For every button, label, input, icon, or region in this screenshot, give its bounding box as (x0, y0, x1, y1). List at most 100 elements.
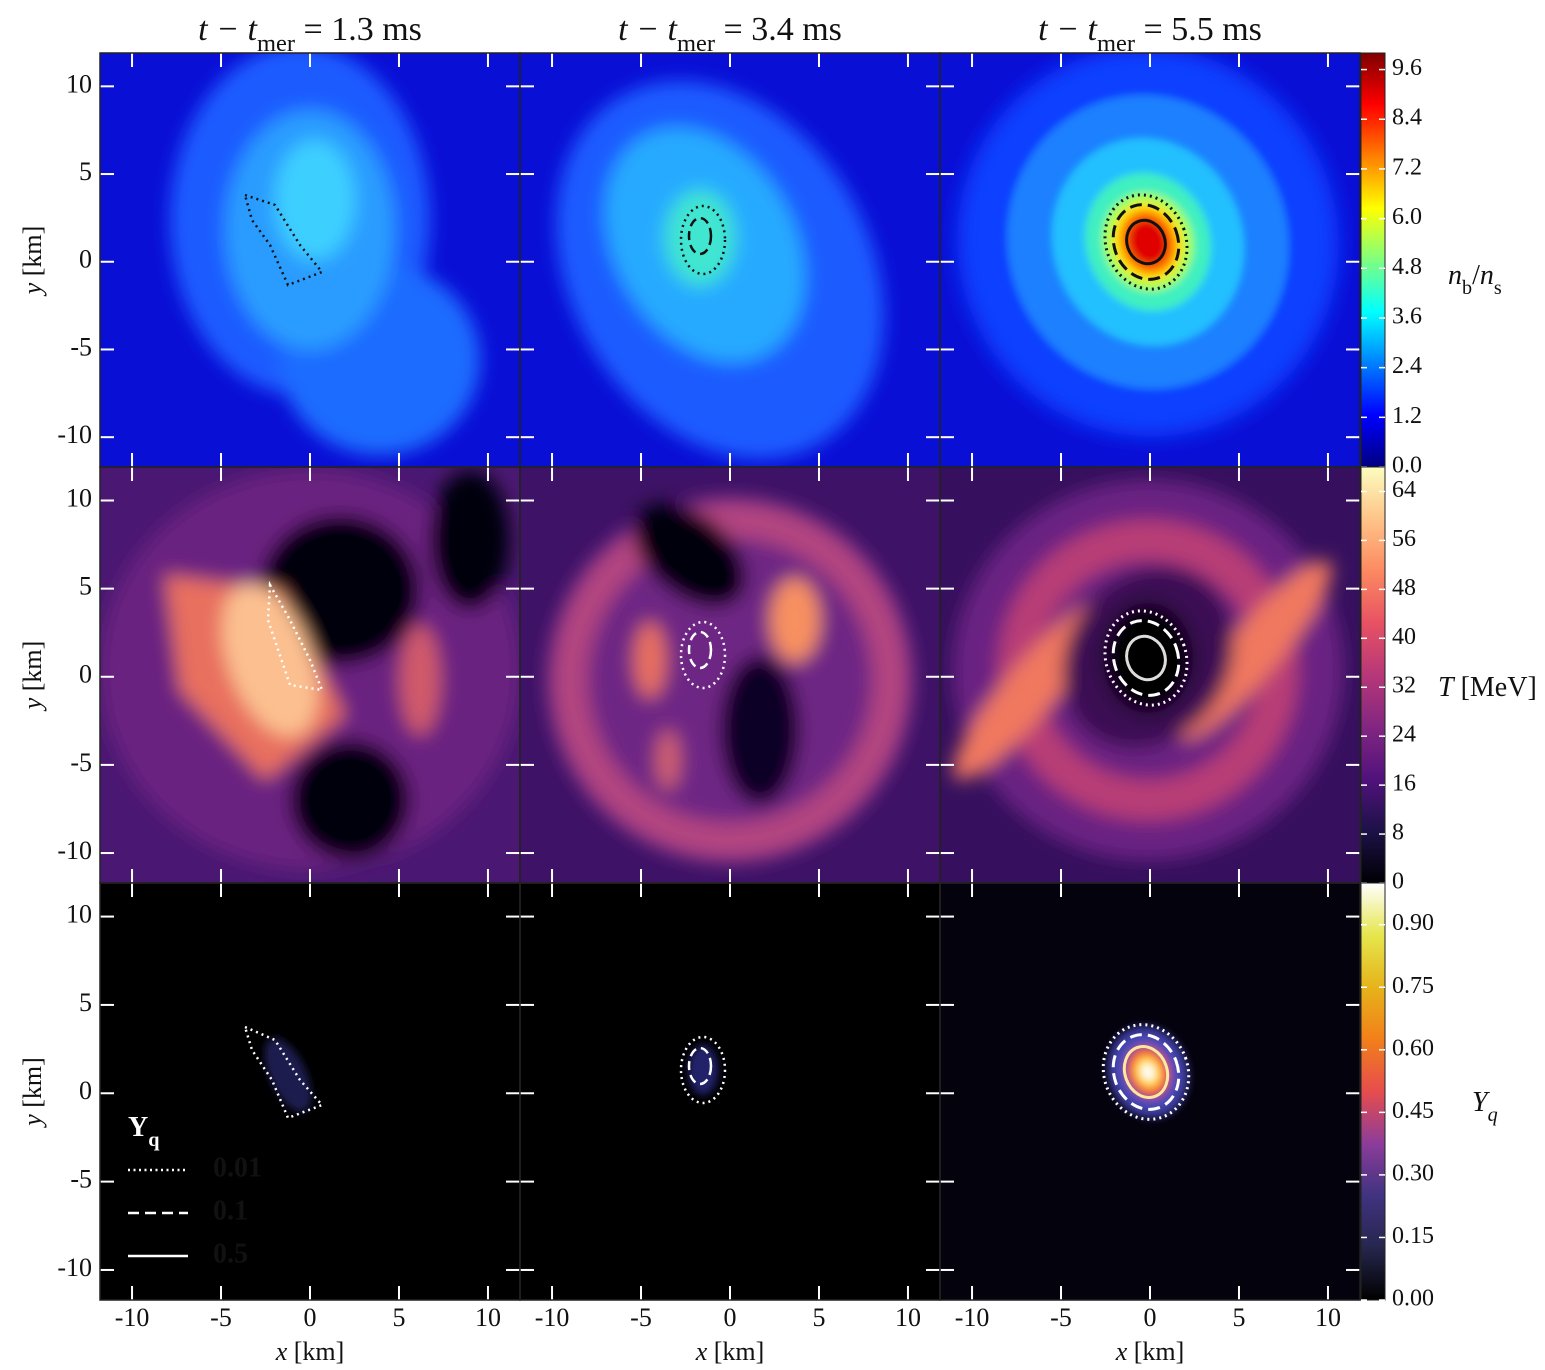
y-tick-label: 5 (79, 157, 92, 186)
x-tick-label: 5 (812, 1303, 825, 1332)
y-tick-label: 0 (79, 660, 92, 689)
colorbar-tick-label: 32 (1392, 673, 1416, 699)
y-axis-label-part: y (18, 282, 47, 297)
x-tick-label: 5 (1232, 1303, 1245, 1332)
colorbar-label-part: Y (1472, 1087, 1491, 1118)
legend-label: 0.1 (213, 1195, 248, 1226)
colorbar-tick-label: 48 (1392, 575, 1416, 601)
x-tick-label: -5 (630, 1303, 652, 1332)
x-axis-label: x [km] (275, 1337, 345, 1366)
column-title-part: = 1.3 ms (295, 11, 422, 48)
y-tick-label: 10 (66, 483, 92, 512)
colorbar-label-part: s (1494, 277, 1502, 299)
colorbar-tick-label: 0.60 (1392, 1035, 1434, 1061)
x-axis-label-part: [km] (707, 1337, 764, 1366)
colorbar-tick-label: 0.00 (1392, 1286, 1434, 1312)
x-tick-label: -10 (115, 1303, 150, 1332)
colorbar-label: Yq (1472, 1087, 1498, 1125)
colorbar-tick-label: 9.6 (1392, 55, 1422, 81)
x-tick-label: 10 (895, 1303, 921, 1332)
colorbar-tick-label: 0.90 (1392, 910, 1434, 936)
y-tick-label: 10 (66, 900, 92, 929)
column-title-part: t − t (198, 11, 258, 48)
y-axis-label-part: [km] (18, 1057, 47, 1114)
x-axis-label: x [km] (1115, 1337, 1185, 1366)
temperature-map (940, 467, 1360, 883)
yq-map (520, 883, 940, 1300)
y-axis-label: y [km] (18, 641, 47, 713)
x-axis-label-part: x (275, 1337, 288, 1366)
y-tick-label: -10 (57, 420, 92, 449)
y-tick-label: 10 (66, 69, 92, 98)
colorbar-tick-label: 0 (1392, 869, 1404, 895)
y-tick-label: 0 (79, 1076, 92, 1105)
legend-title-part: q (148, 1129, 160, 1151)
colorbar-tick-label: 24 (1392, 722, 1416, 748)
colorbar-tick-label: 8 (1392, 820, 1404, 846)
temperature-map (100, 467, 520, 883)
y-tick-label: 5 (79, 572, 92, 601)
column-title: t − tmer = 5.5 ms (1038, 11, 1262, 57)
column-title-part: = 3.4 ms (715, 11, 842, 48)
colorbar (1360, 52, 1386, 468)
x-axis-label: x [km] (695, 1337, 765, 1366)
x-tick-label: -5 (1050, 1303, 1072, 1332)
colorbar-tick-label: 2.4 (1392, 353, 1422, 379)
colorbar-tick-label: 4.8 (1392, 254, 1422, 280)
yq-map (940, 883, 1360, 1300)
colorbar-tick-label: 64 (1392, 477, 1416, 503)
column-title-part: mer (1097, 30, 1135, 57)
x-tick-label: 10 (475, 1303, 501, 1332)
colorbar-tick-label: 0.75 (1392, 973, 1434, 999)
colorbar-label: nb/ns (1448, 260, 1502, 298)
column-title: t − tmer = 1.3 ms (198, 11, 422, 57)
x-tick-label: 0 (1144, 1303, 1157, 1332)
legend-title: Yq (128, 1112, 160, 1150)
column-title-part: = 5.5 ms (1135, 11, 1262, 48)
y-tick-label: 5 (79, 988, 92, 1017)
colorbar-label-part: [MeV] (1454, 672, 1537, 703)
density-map (100, 53, 520, 467)
y-tick-label: -10 (57, 836, 92, 865)
x-axis-label-part: [km] (287, 1337, 344, 1366)
density-map (940, 53, 1360, 467)
y-axis-label-part: [km] (18, 641, 47, 698)
x-tick-label: -10 (955, 1303, 990, 1332)
colorbar-tick-label: 40 (1392, 624, 1416, 650)
y-tick-label: 0 (79, 245, 92, 274)
y-axis-label: y [km] (18, 226, 47, 298)
x-axis-label-part: x (695, 1337, 708, 1366)
colorbar-tick-label: 1.2 (1392, 403, 1422, 429)
y-tick-label: -10 (57, 1253, 92, 1282)
colorbar-label-part: n (1480, 260, 1494, 291)
colorbar-tick-label: 6.0 (1392, 204, 1422, 230)
legend-label: 0.01 (213, 1152, 262, 1183)
colorbar-tick-label: 3.6 (1392, 303, 1422, 329)
density-map (520, 53, 940, 467)
x-tick-label: 10 (1315, 1303, 1341, 1332)
yq-map (100, 883, 520, 1300)
colorbar-label-part: q (1488, 1104, 1498, 1126)
x-tick-label: -5 (210, 1303, 232, 1332)
colorbar (1360, 882, 1386, 1301)
colorbar-tick-label: 8.4 (1392, 105, 1422, 131)
colorbar-label-part: b (1462, 277, 1472, 299)
x-tick-label: 0 (724, 1303, 737, 1332)
colorbar-label: T [MeV] (1438, 672, 1537, 703)
colorbar-tick-label: 0.30 (1392, 1160, 1434, 1186)
colorbar-tick-label: 0.15 (1392, 1223, 1434, 1249)
column-title-part: mer (257, 30, 295, 57)
column-title-part: mer (677, 30, 715, 57)
panel-frame (939, 882, 1361, 1301)
colorbar-label-part: / (1472, 260, 1480, 291)
y-tick-label: -5 (70, 1165, 92, 1194)
legend-label: 0.5 (213, 1238, 248, 1269)
temperature-map (520, 467, 940, 883)
colorbar-tick-label: 0.45 (1392, 1098, 1434, 1124)
column-title: t − tmer = 3.4 ms (618, 11, 842, 57)
column-title-part: t − t (618, 11, 678, 48)
colorbar-tick-label: 56 (1392, 526, 1416, 552)
colorbar-tick-label: 16 (1392, 771, 1416, 797)
